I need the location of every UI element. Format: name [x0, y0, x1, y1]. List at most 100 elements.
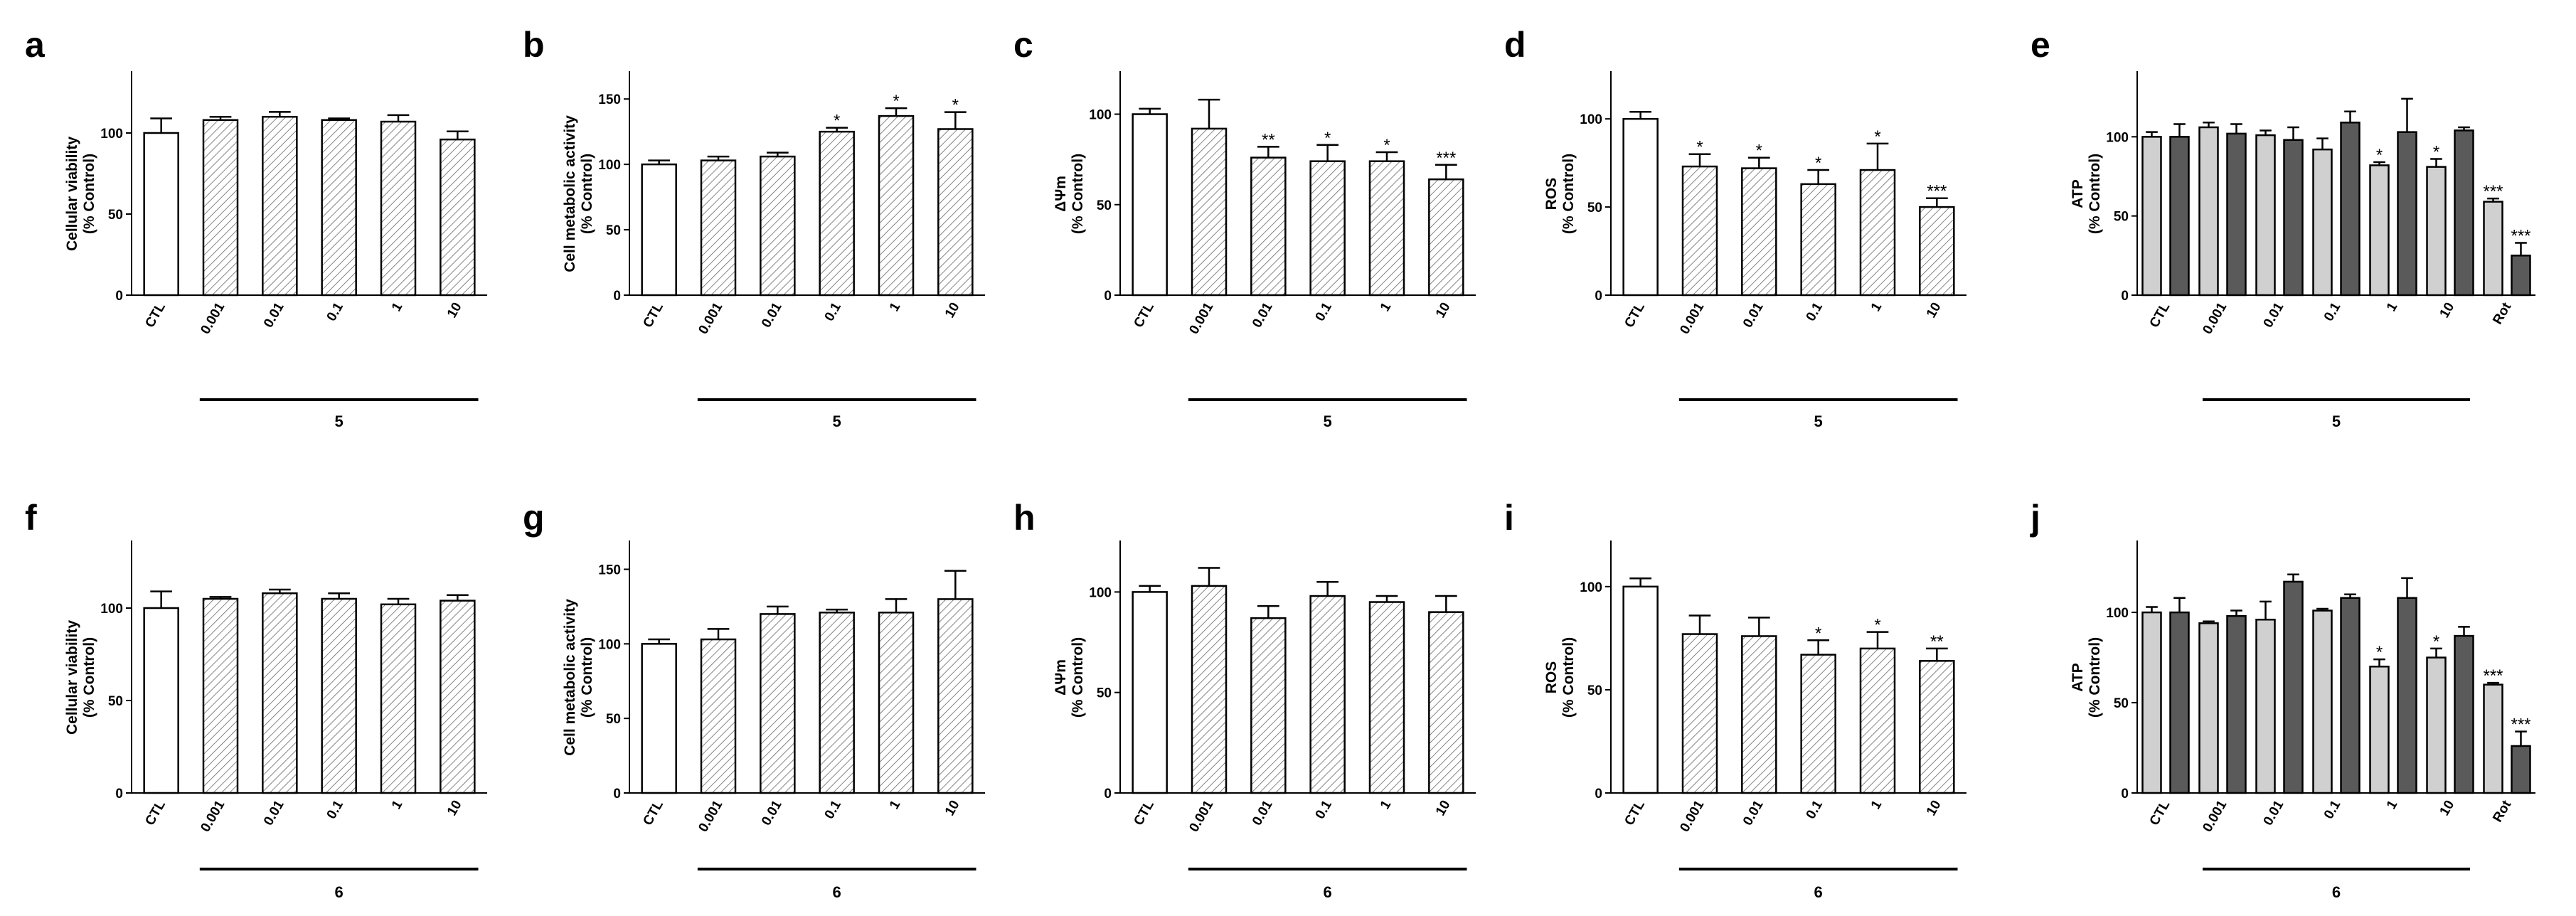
panel-label: j — [2030, 498, 2040, 538]
panel-d: d ROS (% Control) 0 50 100 CTL * 0.001 * 0.01 * 0.1 *… — [1504, 25, 1966, 430]
y-tick-label: 50 — [606, 712, 621, 727]
x-tick-label: CTL — [2147, 300, 2173, 331]
bar-treatment — [878, 114, 915, 297]
bar-light — [2483, 201, 2503, 297]
panel-label: i — [1504, 498, 1514, 538]
bar-control — [1132, 591, 1168, 794]
x-tick-label: 0.1 — [1313, 798, 1336, 822]
bar-control — [1622, 585, 1659, 794]
panel-i: i ROS (% Control) 0 50 100 CTL 0.001 0.01 * 0.1 * 1 *… — [1504, 498, 1966, 901]
y-axis-label: Cellular viability — [64, 137, 80, 251]
x-tick-label: 0.1 — [2321, 798, 2344, 822]
y-axis-label-unit: (% Control) — [81, 154, 97, 234]
y-tick-label: 0 — [2121, 289, 2129, 304]
panel-label: g — [523, 498, 545, 538]
significance-marker: *** — [1436, 149, 1456, 168]
y-tick-label: 0 — [1595, 289, 1602, 304]
x-tick-label: 1 — [1868, 798, 1885, 812]
significance-marker: ** — [1930, 632, 1944, 651]
y-axis-label-unit: (% Control) — [1070, 154, 1086, 234]
x-tick-label: 0.1 — [324, 300, 347, 324]
bar-treatment — [202, 597, 239, 794]
y-axis-label: ROS — [1543, 661, 1560, 694]
panel-label: h — [1013, 498, 1036, 538]
y-tick-label: 0 — [613, 289, 621, 304]
bar-dark — [2454, 634, 2474, 794]
group-label: 5 — [1324, 412, 1332, 430]
y-tick-label: 50 — [1587, 683, 1602, 698]
significance-marker: * — [834, 112, 840, 131]
bar-treatment — [1681, 633, 1718, 794]
significance-marker: * — [1756, 142, 1762, 161]
bar-treatment — [262, 592, 298, 794]
bar-treatment — [1681, 165, 1718, 297]
bar-dark — [2226, 614, 2247, 794]
significance-marker: * — [952, 96, 959, 115]
x-tick-label: 1 — [2384, 798, 2401, 812]
panel-c: c ΔΨm (% Control) 0 50 100 CTL 0.001 ** 0.01 * 0.1 *… — [1013, 25, 1476, 430]
bar-treatment — [1309, 595, 1346, 794]
y-tick-label: 100 — [2106, 606, 2129, 621]
x-tick-label: 10 — [445, 300, 465, 321]
bar-light — [2312, 609, 2333, 794]
x-tick-label: 10 — [942, 798, 963, 819]
y-tick-label: 100 — [598, 158, 621, 173]
y-tick-label: 0 — [115, 289, 123, 304]
x-tick-label: 10 — [1433, 798, 1454, 819]
bar-dark — [2340, 122, 2361, 297]
x-tick-label: 0.01 — [759, 798, 785, 829]
x-tick-label: CTL — [1131, 798, 1157, 829]
y-axis-label-unit: (% Control) — [81, 637, 97, 718]
group-label: 6 — [1324, 883, 1332, 901]
bar-treatment — [1309, 160, 1346, 297]
x-tick-label: 0.01 — [261, 300, 287, 331]
x-tick-label: 1 — [2384, 300, 2401, 314]
x-tick-label: 10 — [1924, 300, 1944, 321]
x-tick-label: 0.001 — [198, 300, 228, 337]
y-axis-label: Cell metabolic activity — [562, 115, 578, 272]
y-tick-label: 0 — [115, 787, 123, 802]
bar-dark — [2397, 597, 2417, 794]
bar-treatment — [878, 612, 915, 794]
bar-treatment — [1250, 617, 1287, 794]
bar-treatment — [1800, 183, 1836, 297]
x-tick-label: 0.001 — [1186, 300, 1216, 337]
x-tick-label: 0.001 — [696, 300, 725, 337]
x-tick-label: 1 — [1378, 798, 1395, 812]
bar-treatment — [380, 120, 417, 297]
bar-dark — [2169, 611, 2190, 794]
bar-control — [143, 132, 179, 297]
bar-treatment — [202, 119, 239, 297]
significance-marker: * — [1815, 624, 1821, 643]
bar-treatment — [1859, 647, 1896, 794]
bar-treatment — [1741, 167, 1777, 297]
x-tick-label: 0.001 — [198, 798, 228, 835]
x-tick-label: CTL — [1131, 300, 1157, 331]
significance-marker: * — [1874, 127, 1880, 147]
y-tick-label: 100 — [1089, 585, 1112, 600]
x-tick-label: 0.1 — [822, 798, 845, 822]
x-tick-label: CTL — [142, 300, 169, 331]
y-axis-label-unit: (% Control) — [579, 154, 595, 234]
bar-treatment — [1191, 127, 1228, 297]
significance-marker: * — [1696, 138, 1703, 157]
x-tick-label: 0.001 — [1186, 798, 1216, 835]
y-axis-label: ROS — [1543, 178, 1560, 211]
y-tick-label: 100 — [1580, 112, 1602, 127]
bar-light — [2426, 166, 2447, 297]
group-label: 6 — [335, 883, 344, 901]
panel-label: d — [1504, 25, 1526, 65]
panel-f: f Cellular viability (% Control) 0 50 100 CTL 0… — [25, 498, 487, 901]
y-tick-label: 100 — [598, 637, 621, 652]
bar-control — [143, 607, 179, 794]
x-tick-label: CTL — [2147, 798, 2173, 829]
bar-light — [2483, 683, 2503, 794]
bar-treatment — [321, 597, 357, 794]
x-tick-label: 0.01 — [2261, 300, 2287, 331]
x-tick-label: CTL — [142, 798, 169, 829]
bar-treatment — [819, 612, 855, 794]
y-tick-label: 0 — [613, 787, 621, 802]
bar-treatment — [1741, 635, 1777, 794]
